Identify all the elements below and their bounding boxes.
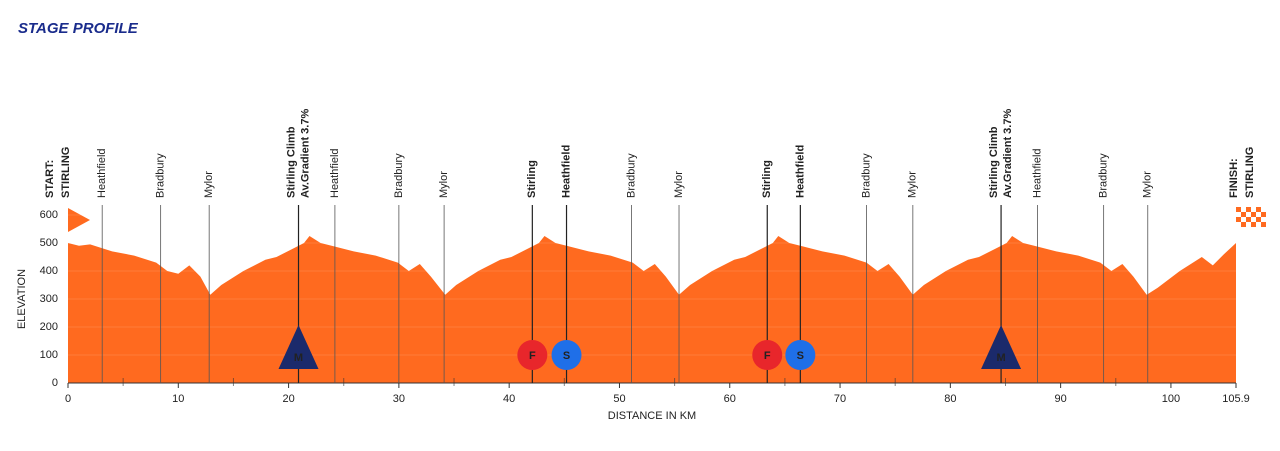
mountain-icon — [278, 325, 319, 369]
waypoint-label: Stirling Climb — [988, 126, 1000, 198]
y-axis-label: ELEVATION — [16, 269, 28, 329]
waypoint-label: Mylor — [1142, 171, 1154, 198]
waypoint-label: START: — [44, 160, 56, 198]
x-tick-label: 80 — [944, 393, 956, 405]
start-flag — [68, 208, 90, 232]
sprint-icon — [551, 340, 582, 370]
mountain-icon — [981, 325, 1022, 369]
waypoint-label: Stirling — [761, 160, 773, 198]
y-tick-label: 0 — [52, 377, 58, 389]
icon-letter: S — [563, 350, 570, 362]
waypoint-label: Heathfield — [560, 145, 572, 198]
waypoint-label: Bradbury — [155, 153, 167, 198]
waypoint-label: Bradbury — [626, 153, 638, 198]
elevation-area — [68, 236, 1236, 383]
icon-letter: F — [529, 350, 536, 362]
x-tick-label: 30 — [393, 393, 405, 405]
x-tick-label: 50 — [613, 393, 625, 405]
finish-flag — [1236, 207, 1266, 227]
x-tick-label: 0 — [65, 393, 71, 405]
y-tick-label: 600 — [40, 209, 58, 221]
x-tick-label: 20 — [282, 393, 294, 405]
waypoint-label: Stirling Climb — [285, 126, 297, 198]
y-tick-label: 500 — [40, 237, 58, 249]
waypoint-label: Bradbury — [860, 153, 872, 198]
waypoint-label: Heathfield — [329, 148, 341, 198]
x-tick-label: 100 — [1162, 393, 1180, 405]
y-tick-label: 300 — [40, 293, 58, 305]
waypoint-label: Mylor — [907, 171, 919, 198]
x-tick-label: 60 — [724, 393, 736, 405]
waypoint-label: Mylor — [438, 171, 450, 198]
waypoint-label: Av.Gradient 3.7% — [1002, 109, 1014, 198]
x-tick-label: 70 — [834, 393, 846, 405]
x-tick-label: 10 — [172, 393, 184, 405]
waypoint-label: Heathfield — [96, 148, 108, 198]
x-tick-label: 105.9 — [1222, 393, 1250, 405]
waypoint-label: STIRLING — [1244, 147, 1256, 198]
waypoint-label: Heathfield — [794, 145, 806, 198]
sprint-icon — [517, 340, 548, 370]
waypoint-label: Mylor — [203, 171, 215, 198]
icon-letter: S — [797, 350, 804, 362]
waypoint-label: Heathfield — [1031, 148, 1043, 198]
waypoint-label: Mylor — [673, 171, 685, 198]
y-tick-label: 200 — [40, 321, 58, 333]
waypoint-label: Bradbury — [393, 153, 405, 198]
waypoint-label: Stirling — [526, 160, 538, 198]
waypoint-label: Bradbury — [1098, 153, 1110, 198]
chart-title: STAGE PROFILE — [18, 20, 139, 37]
icon-letter: F — [764, 350, 771, 362]
sprint-icon — [785, 340, 816, 370]
icon-letter: M — [996, 352, 1005, 364]
waypoint-label: STIRLING — [60, 147, 72, 198]
icon-letter: M — [294, 352, 303, 364]
y-tick-label: 100 — [40, 349, 58, 361]
waypoint-label: FINISH: — [1228, 158, 1240, 198]
x-axis-label: DISTANCE IN KM — [608, 410, 696, 422]
x-tick-label: 90 — [1055, 393, 1067, 405]
y-tick-label: 400 — [40, 265, 58, 277]
waypoint-label: Av.Gradient 3.7% — [299, 109, 311, 198]
x-tick-label: 40 — [503, 393, 515, 405]
sprint-icon — [752, 340, 783, 370]
